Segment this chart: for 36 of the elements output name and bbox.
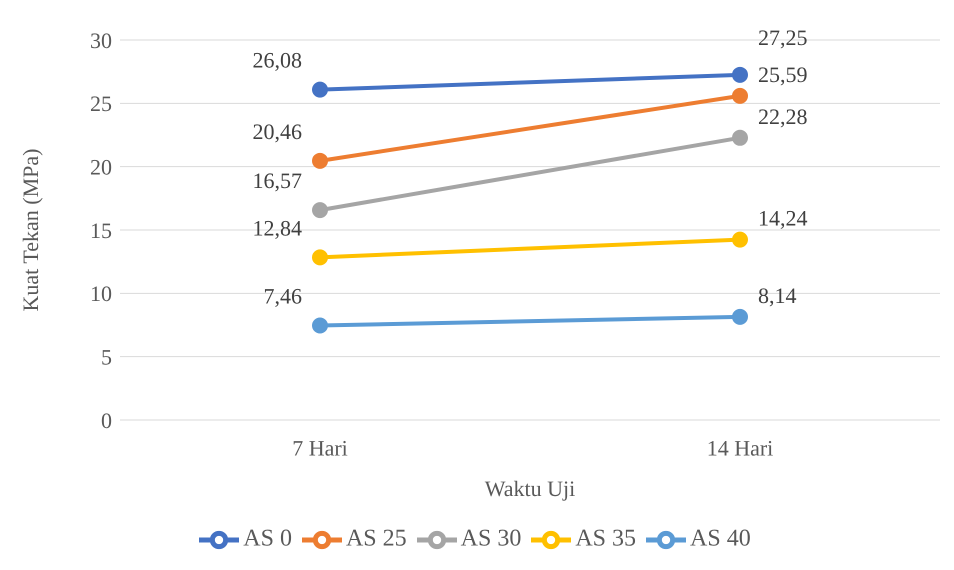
data-label: 14,24	[758, 206, 808, 231]
y-tick-label: 5	[101, 344, 112, 370]
point	[312, 249, 328, 266]
point	[732, 88, 748, 104]
legend-label: AS 25	[346, 526, 407, 552]
point	[312, 152, 328, 169]
data-label: 20,46	[252, 118, 302, 144]
legend-label: AS 30	[460, 526, 522, 552]
y-tick-label: 30	[90, 28, 112, 53]
data-label: 22,28	[758, 104, 808, 129]
legend-label: AS 0	[243, 526, 292, 552]
y-tick-label: 10	[90, 281, 112, 306]
x-tick-label: 14 Hari	[706, 436, 774, 461]
y-tick-label: 20	[90, 154, 112, 180]
point	[312, 82, 328, 98]
data-label: 16,57	[252, 168, 302, 194]
point	[312, 202, 328, 218]
point	[732, 232, 748, 248]
data-label: 7,46	[264, 284, 302, 309]
y-tick-label: 15	[90, 218, 112, 243]
point	[312, 318, 328, 334]
y-axis-title: Kuat Tekan (MPa)	[18, 148, 43, 312]
legend-label: AS 40	[690, 526, 751, 552]
point	[732, 130, 748, 146]
legend-label: AS 35	[575, 526, 636, 552]
y-tick-label: 25	[90, 91, 112, 116]
data-label: 27,25	[758, 24, 808, 50]
x-axis-title: Waktu Uji	[484, 476, 576, 501]
x-tick-label: 7 Hari	[292, 436, 348, 461]
data-label: 12,84	[252, 215, 302, 240]
data-label: 8,14	[758, 282, 796, 308]
y-tick-label: 0	[101, 408, 112, 433]
point	[732, 308, 748, 325]
point	[732, 66, 748, 83]
data-label: 25,59	[758, 62, 808, 87]
data-label: 26,08	[252, 48, 302, 73]
